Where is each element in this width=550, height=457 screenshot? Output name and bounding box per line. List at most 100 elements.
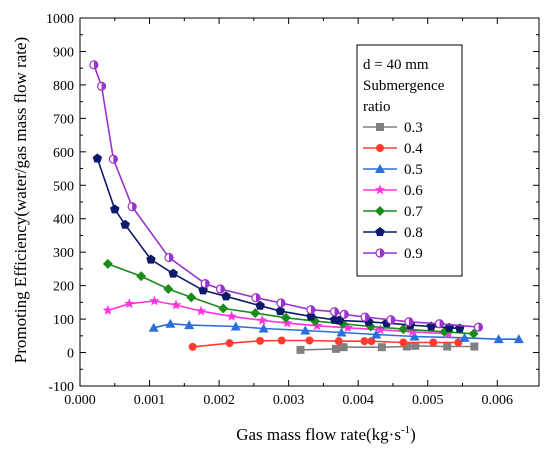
data-point (136, 271, 147, 282)
y-tick-label: 1000 (46, 12, 74, 27)
data-point (256, 336, 265, 345)
data-point (305, 336, 314, 345)
x-tick-label: 0.005 (412, 393, 444, 408)
data-point (371, 329, 382, 339)
series-layer (89, 60, 524, 354)
legend-title-line: d = 40 mm (363, 57, 429, 73)
data-point (282, 317, 293, 328)
data-point (367, 337, 376, 346)
data-point (110, 204, 120, 214)
data-point (402, 342, 411, 351)
legend-entry: 0.6 (363, 183, 423, 199)
legend-label: 0.8 (404, 225, 423, 241)
data-point (331, 344, 340, 353)
data-point-fill (205, 279, 210, 288)
data-point (342, 322, 353, 333)
data-point (168, 268, 178, 278)
data-point (124, 298, 135, 309)
data-point (149, 295, 160, 306)
data-point (409, 331, 420, 341)
y-tick-label: 200 (53, 280, 74, 295)
y-tick-label: 500 (53, 179, 74, 194)
data-point-fill (334, 307, 339, 316)
data-point (186, 292, 197, 303)
y-axis-label: Promoting Efficiency(water/gas mass flow… (11, 37, 30, 363)
x-axis-label-main: Gas mass flow rate(kg·s (236, 425, 401, 444)
legend-label: 0.5 (404, 162, 423, 178)
data-point-fill (113, 155, 118, 164)
legend-entry: 0.9 (363, 246, 423, 262)
legend-label: 0.9 (404, 246, 423, 262)
data-point (120, 219, 130, 229)
data-point (277, 336, 286, 345)
x-tick-label: 0.000 (64, 393, 96, 408)
legend-swatch-marker-fill (380, 249, 384, 257)
data-point (275, 306, 286, 316)
data-point (184, 320, 195, 330)
data-point (375, 324, 386, 335)
legend-swatch-marker (376, 123, 384, 131)
data-point (102, 258, 113, 269)
data-point-fill (365, 313, 370, 322)
data-point (443, 342, 452, 351)
legend-swatch-marker (375, 164, 385, 173)
legend-entry: 0.3 (363, 120, 423, 136)
data-point (398, 324, 409, 335)
y-tick-label: 700 (53, 112, 74, 127)
data-point (443, 328, 454, 339)
data-point (255, 300, 265, 310)
data-point (163, 283, 174, 294)
data-point (311, 320, 323, 331)
legend-label: 0.3 (404, 120, 423, 136)
data-point-fill (169, 253, 174, 262)
series-line-0.5 (153, 322, 519, 340)
legend-swatch-marker (376, 144, 384, 152)
legend-title-line: Submergence (363, 78, 445, 94)
data-point-fill (93, 60, 98, 69)
data-point (226, 310, 237, 321)
x-axis-label: Gas mass flow rate(kg·s-1) (236, 424, 416, 444)
data-point (306, 311, 316, 321)
legend: d = 40 mm Submergence ratio 0.3 0.4 0.5 0.6 0.7… (356, 44, 463, 277)
data-point (377, 343, 386, 352)
data-point (296, 345, 305, 354)
data-point (513, 334, 524, 344)
data-point-fill (101, 82, 106, 91)
series-0.4 (188, 336, 463, 351)
data-point (493, 334, 504, 344)
y-tick-label: -100 (48, 380, 74, 395)
data-point (339, 343, 348, 352)
y-tick-label: 400 (53, 213, 74, 228)
data-point (256, 314, 268, 325)
data-point (258, 323, 269, 333)
data-point-fill (255, 293, 260, 302)
data-point-fill (439, 319, 444, 328)
data-point (221, 291, 231, 301)
x-tick-label: 0.003 (273, 393, 305, 408)
y-tick-label: 800 (53, 79, 74, 94)
legend-entry: 0.7 (363, 204, 423, 220)
data-point (165, 318, 176, 328)
data-point-fill (478, 323, 483, 332)
legend-label: 0.4 (404, 141, 423, 157)
data-point (170, 299, 182, 310)
legend-swatch-marker (374, 184, 386, 195)
data-point (218, 303, 229, 314)
legend-entry: 0.5 (363, 162, 423, 178)
data-point-fill (310, 305, 315, 314)
data-point (230, 321, 241, 331)
data-point (468, 328, 479, 339)
axes: 0.000 0.001 0.002 0.003 0.004 0.005 0.006 -100 0… (46, 12, 540, 408)
data-point-fill (220, 284, 225, 293)
legend-title-line: ratio (363, 99, 391, 115)
data-point (459, 332, 470, 342)
data-point (407, 326, 418, 337)
data-point (250, 308, 261, 319)
data-point-fill (390, 315, 395, 324)
y-tick-label: 900 (53, 45, 74, 60)
data-point (225, 339, 234, 348)
data-point (92, 153, 103, 163)
data-point-fill (132, 202, 137, 211)
x-tick-label: 0.001 (134, 393, 166, 408)
series-0.9 (89, 60, 484, 332)
